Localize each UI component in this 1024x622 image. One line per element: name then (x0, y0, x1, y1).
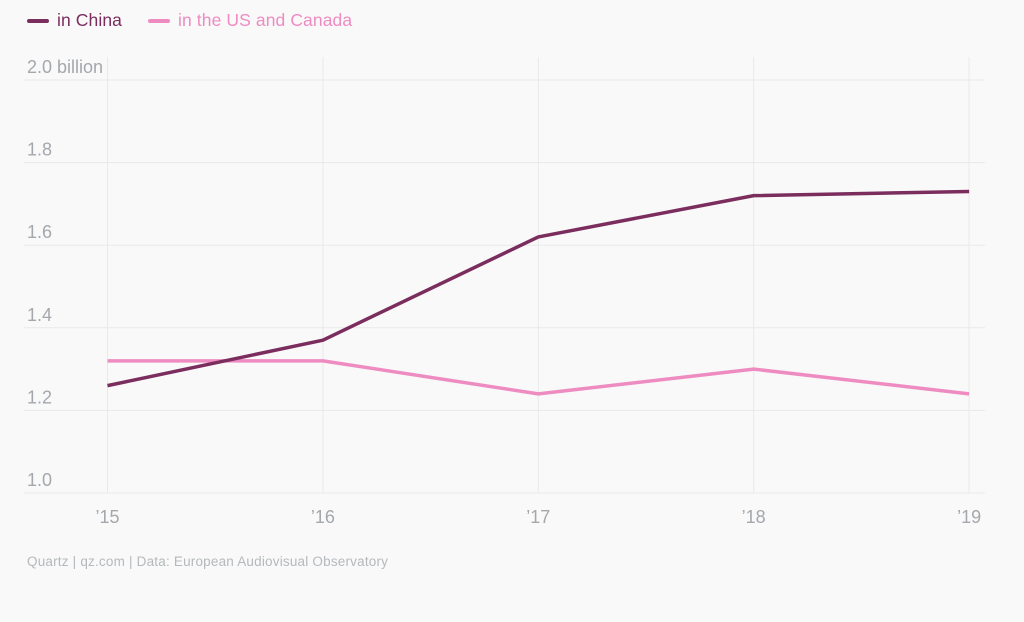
line-series-in-china (107, 189, 970, 388)
line-series-in-the-us-and-canada (107, 359, 970, 396)
y-tick-label: 2.0 billion (27, 57, 103, 77)
legend-item-china: in China (27, 10, 122, 31)
y-tick-label: 1.6 (27, 222, 52, 242)
x-tick-label: ’16 (311, 507, 335, 527)
source-attribution: Quartz | qz.com | Data: European Audiovi… (27, 554, 389, 569)
legend: in China in the US and Canada (27, 10, 352, 31)
y-tick-label: 1.8 (27, 140, 52, 160)
legend-label: in China (57, 10, 123, 30)
y-tick-label: 1.4 (27, 305, 52, 325)
x-tick-label: ’19 (957, 507, 981, 527)
x-tick-label: ’17 (526, 507, 550, 527)
legend-dash-icon (27, 18, 49, 23)
y-tick-label: 1.0 (27, 470, 52, 490)
legend-label: in the US and Canada (178, 10, 353, 30)
legend-dash-icon (148, 18, 171, 23)
legend-item-us-canada: in the US and Canada (148, 10, 352, 31)
x-tick-label: ’18 (742, 507, 766, 527)
y-tick-label: 1.2 (27, 387, 52, 407)
x-tick-label: ’15 (95, 507, 119, 527)
